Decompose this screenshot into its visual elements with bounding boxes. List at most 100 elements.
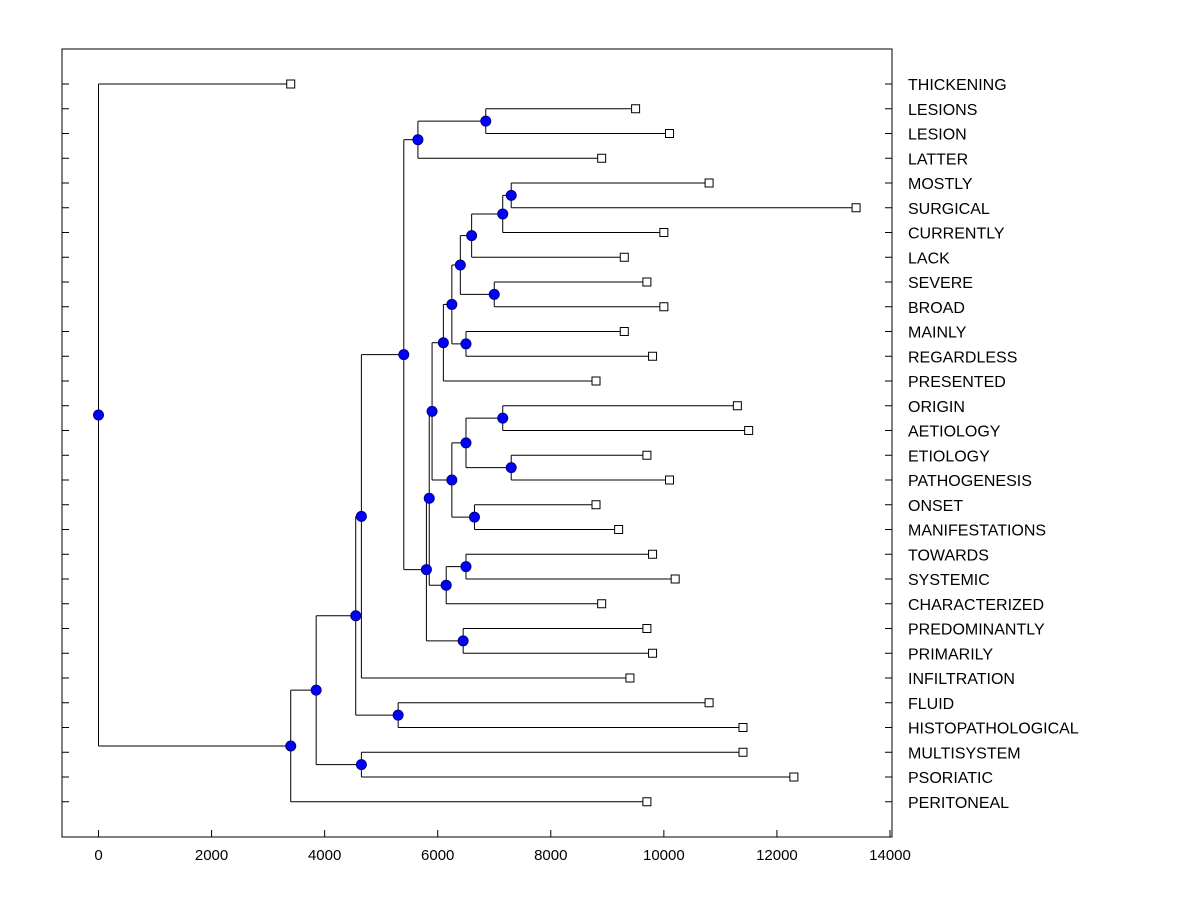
merge-node (420, 564, 432, 576)
leaf-marker (659, 302, 669, 312)
leaf-label: SURGICAL (908, 201, 990, 218)
merge-node (285, 740, 297, 752)
leaf-marker (648, 648, 658, 658)
merge-node (350, 610, 362, 622)
merge-node (440, 579, 452, 591)
leaf-marker (642, 624, 652, 633)
leaf-marker (642, 277, 652, 287)
leaf-label: MULTISYSTEM (908, 745, 1021, 762)
leaf-label: INFILTRATION (908, 671, 1015, 688)
x-tick-label: 6000 (421, 847, 454, 864)
merge-node (355, 759, 367, 771)
leaf-label: HISTOPATHOLOGICAL (908, 721, 1079, 738)
leaf-marker (597, 153, 607, 163)
merge-node (446, 298, 458, 310)
leaf-marker (597, 599, 607, 609)
leaf-markers (286, 79, 861, 807)
leaf-marker (591, 500, 601, 510)
merge-nodes (93, 115, 517, 771)
leaf-label: PATHOGENESIS (908, 473, 1032, 490)
leaf-label: MANIFESTATIONS (908, 523, 1046, 540)
merge-node (466, 230, 478, 242)
leaf-marker (665, 475, 675, 485)
leaf-marker (619, 327, 629, 336)
leaf-marker (732, 401, 742, 411)
leaf-label: ONSET (908, 498, 963, 515)
leaf-marker (625, 673, 635, 683)
merge-node (505, 462, 517, 474)
leaf-label: MAINLY (908, 325, 967, 342)
x-tick-label: 12000 (756, 847, 798, 864)
plot-frame (61, 48, 893, 838)
leaf-label: TOWARDS (908, 547, 989, 564)
merge-node (310, 684, 322, 696)
merge-node (437, 337, 449, 349)
merge-node (426, 405, 438, 417)
leaf-label: SEVERE (908, 275, 973, 292)
merge-node (423, 492, 435, 504)
x-tick-label: 8000 (534, 847, 567, 864)
x-tick-label: 4000 (308, 847, 341, 864)
leaf-marker (286, 79, 296, 89)
leaf-marker (659, 228, 669, 237)
merge-node (412, 134, 424, 146)
leaf-marker (704, 178, 714, 188)
leaf-label: MOSTLY (908, 176, 973, 193)
merge-node (460, 437, 472, 449)
merge-node (355, 510, 367, 522)
leaf-marker (789, 772, 799, 782)
leaf-marker (670, 574, 680, 584)
leaf-marker (591, 376, 601, 386)
leaf-label: CURRENTLY (908, 226, 1005, 243)
leaf-label: PERITONEAL (908, 795, 1009, 812)
leaf-label: REGARDLESS (908, 349, 1017, 366)
leaf-label: THICKENING (908, 77, 1007, 94)
merge-node (488, 288, 500, 300)
leaf-label: AETIOLOGY (908, 424, 1001, 441)
x-tick-label: 0 (94, 847, 102, 864)
leaf-label: BROAD (908, 300, 965, 317)
merge-node (454, 259, 466, 271)
merge-node (457, 635, 469, 647)
leaf-marker (642, 450, 652, 460)
merge-node (480, 115, 492, 127)
merge-node (93, 409, 104, 421)
merge-node (460, 338, 472, 350)
leaf-label: PRESENTED (908, 374, 1006, 391)
leaf-labels: THICKENING LESIONS LESION LATTER MOSTLY SURGI… (908, 77, 1079, 812)
merge-node (497, 208, 509, 220)
leaf-label: CHARACTERIZED (908, 597, 1044, 614)
leaf-label: PREDOMINANTLY (908, 622, 1045, 639)
merge-node (497, 412, 509, 424)
leaf-label: ORIGIN (908, 399, 965, 416)
leaf-marker (738, 747, 748, 757)
merge-node (398, 349, 410, 361)
leaf-label: LATTER (908, 151, 968, 168)
x-axis: 0 2000 4000 6000 8000 10000 12000 14000 (94, 830, 911, 864)
merge-node (446, 474, 458, 486)
merge-node (392, 709, 404, 721)
leaf-marker (744, 426, 754, 435)
x-tick-label: 14000 (869, 847, 911, 864)
leaf-marker (704, 698, 714, 708)
leaf-marker (738, 723, 748, 732)
leaf-label: LESION (908, 127, 967, 144)
leaf-marker (631, 104, 641, 114)
leaf-label: LACK (908, 250, 950, 267)
merge-node (460, 561, 472, 573)
leaf-marker (648, 351, 658, 361)
leaf-marker (642, 797, 652, 807)
leaf-label: PSORIATIC (908, 770, 993, 787)
leaf-marker (614, 525, 624, 534)
leaf-label: LESIONS (908, 102, 977, 119)
y-tick-marks-left (62, 83, 69, 803)
leaf-label: FLUID (908, 696, 954, 713)
leaf-label: PRIMARILY (908, 646, 993, 663)
leaf-marker (665, 129, 675, 138)
leaf-marker (648, 549, 658, 559)
x-tick-label: 2000 (195, 847, 228, 864)
dendrogram-links (98, 83, 857, 803)
x-tick-label: 10000 (643, 847, 685, 864)
merge-node (468, 511, 480, 523)
